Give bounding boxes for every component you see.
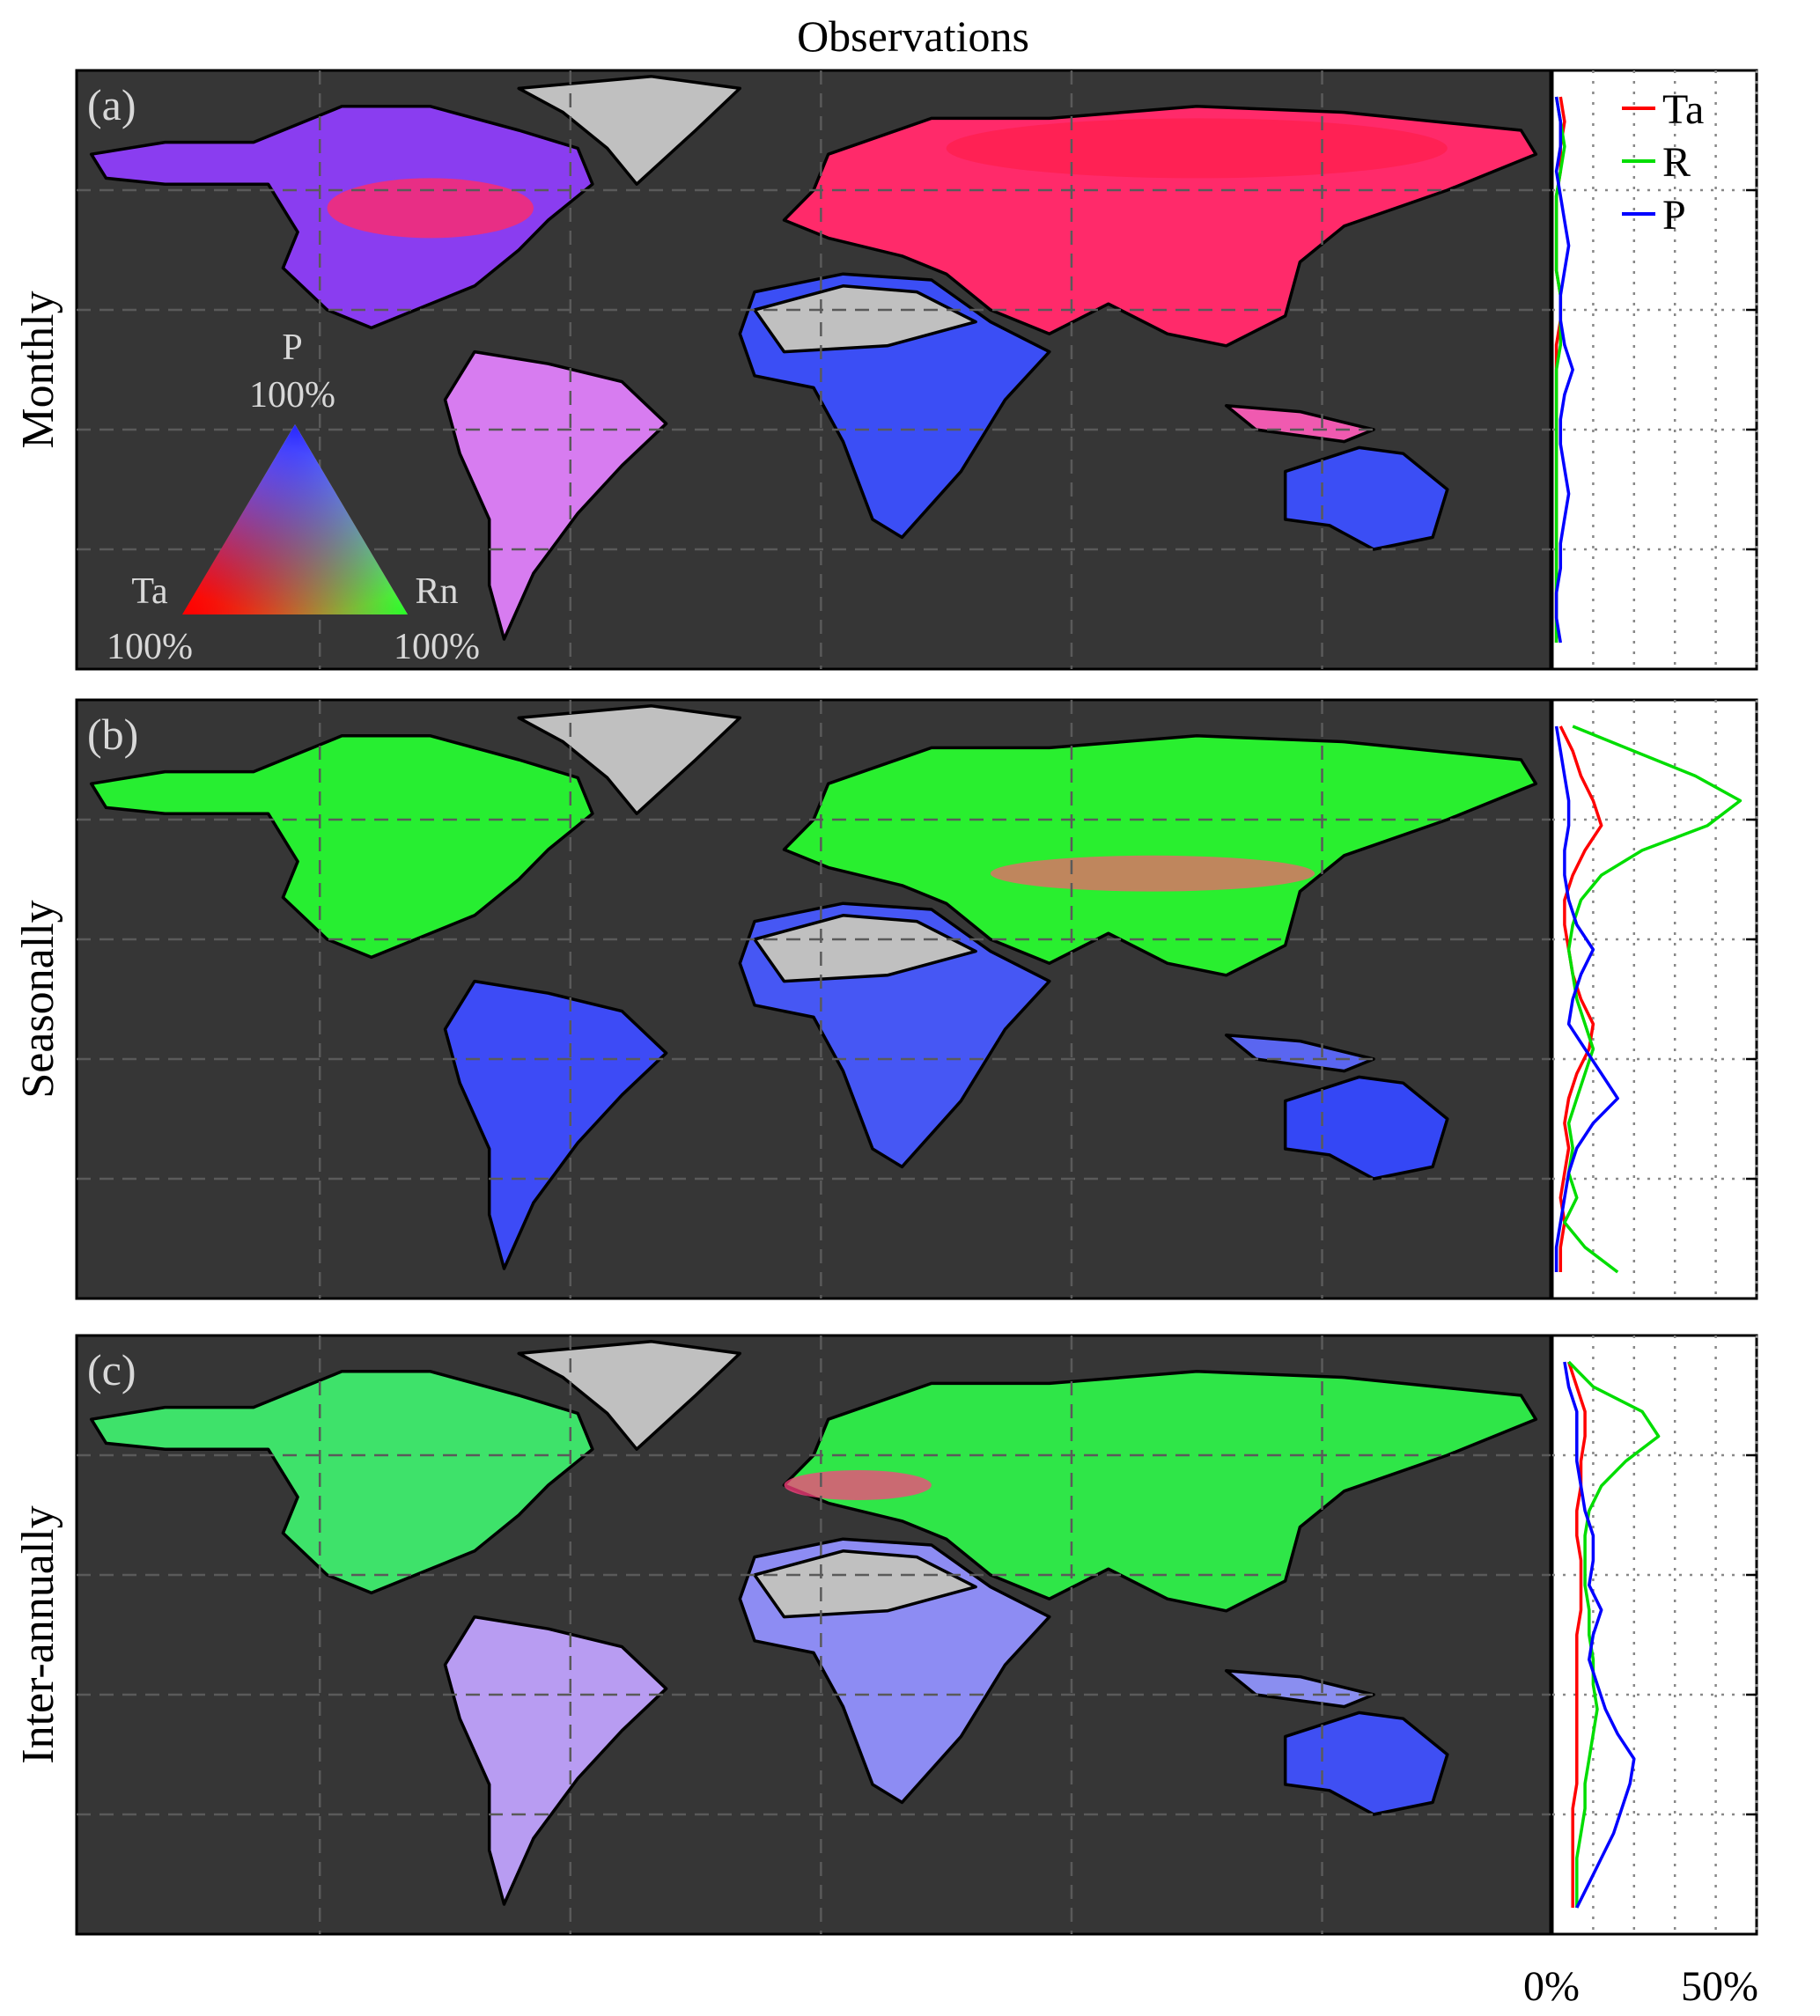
legend-label-ta: Ta xyxy=(1662,86,1704,133)
panel-label: (b) xyxy=(87,710,138,759)
legend-label-r: R xyxy=(1662,139,1691,186)
row-1: (a) Monthly xyxy=(13,69,1758,671)
profile-line-p xyxy=(1554,725,1619,1272)
land-southAm xyxy=(443,1615,668,1906)
panel-label: (a) xyxy=(87,80,136,129)
land-indonesia xyxy=(1224,404,1375,444)
ternary-color-key: P 100% Ta 100% Rn 100% xyxy=(107,327,480,667)
land-australia xyxy=(1283,445,1449,551)
land-eurasia xyxy=(782,734,1538,977)
profile-panel xyxy=(1551,69,1758,671)
ternary-right-pct: 100% xyxy=(394,627,480,667)
row-label: Seasonally xyxy=(13,900,63,1098)
profile-axis-max: 50% xyxy=(1681,1963,1758,2010)
land-indonesia xyxy=(1224,1669,1375,1709)
land-sahara xyxy=(753,914,977,983)
ternary-top-label: P xyxy=(282,327,302,368)
land-southAm xyxy=(443,349,668,641)
row-3: (c) Inter-annually xyxy=(13,1334,1758,1936)
land-northAm xyxy=(89,734,594,960)
profile-legend: Ta R P xyxy=(1622,86,1704,239)
panel-label: (c) xyxy=(87,1345,136,1394)
row-label: Inter-annually xyxy=(13,1505,63,1764)
land-sahara xyxy=(753,1549,977,1619)
row-2: (b) Seasonally xyxy=(13,698,1758,1300)
profile-line-p xyxy=(1554,96,1574,644)
land-northAm xyxy=(89,1370,594,1595)
profile-axis-min: 0% xyxy=(1523,1963,1580,2010)
asia-ta-band xyxy=(990,855,1315,892)
profile-panel xyxy=(1551,698,1758,1300)
profile-line-r xyxy=(1563,725,1743,1274)
ternary-left-label: Ta xyxy=(131,571,168,612)
ternary-top-pct: 100% xyxy=(249,375,335,416)
land-southAm xyxy=(443,979,668,1270)
legend-label-p: P xyxy=(1662,192,1686,239)
profile-line-r xyxy=(1567,1360,1661,1908)
profile-line-ta xyxy=(1566,1361,1587,1908)
europe-ta-band xyxy=(784,1470,932,1500)
figure-title: Observations xyxy=(797,11,1029,61)
land-indonesia xyxy=(1224,1034,1375,1073)
profile-panel xyxy=(1551,1334,1758,1936)
na-ta-band xyxy=(327,178,534,239)
eurasia-ta-band xyxy=(946,118,1448,179)
land-eurasia xyxy=(782,1370,1538,1613)
ternary-right-label: Rn xyxy=(415,571,458,612)
profile-line-ta xyxy=(1558,725,1603,1272)
row-label: Monthly xyxy=(13,291,63,448)
land-australia xyxy=(1283,1075,1449,1181)
land-sahara xyxy=(753,284,977,354)
profile-line-p xyxy=(1563,1361,1636,1909)
ternary-left-pct: 100% xyxy=(107,627,193,667)
land-australia xyxy=(1283,1711,1449,1816)
